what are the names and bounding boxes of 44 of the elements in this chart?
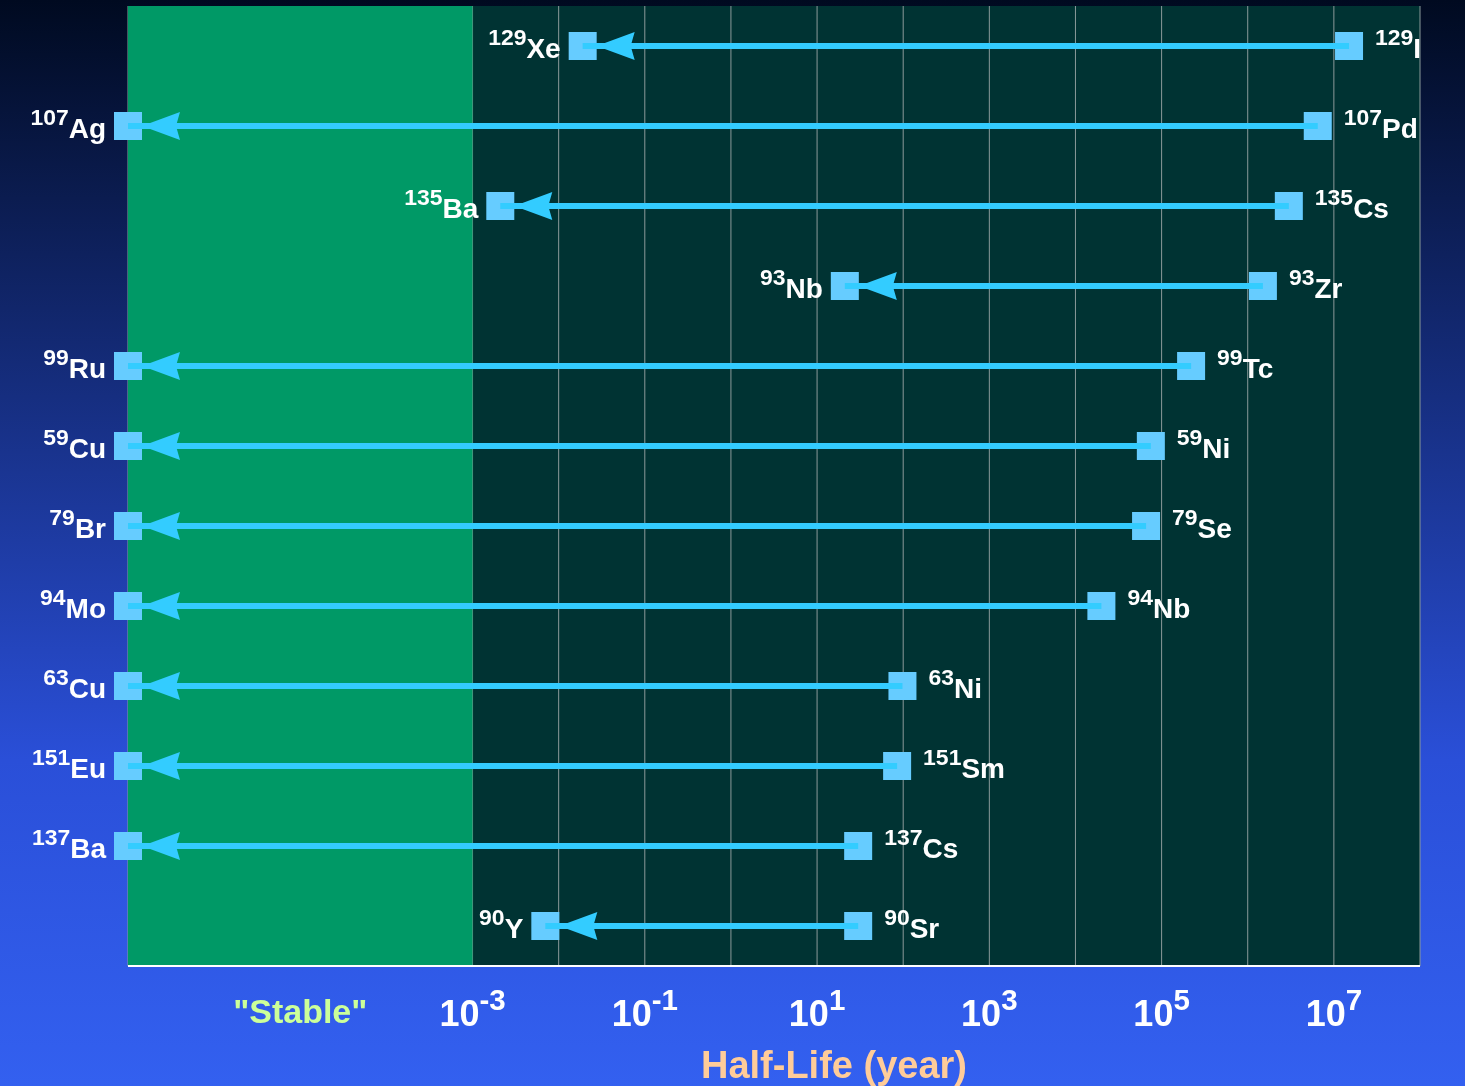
y-tick-label: $^{107}$Pd (1343, 104, 1418, 144)
y-tick-label: $^{151}$Sm (923, 744, 1005, 784)
annotation: $^{90}$Y (479, 904, 524, 944)
y-tick-label: $^{79}$Se (1172, 504, 1232, 544)
x-tick-label: 10$^{-1}$ (611, 982, 678, 1034)
bar (582, 43, 1350, 49)
annotation: $^{93}$Nb (759, 264, 823, 304)
bar (128, 443, 1151, 449)
annotation: $^{129}$Xe (488, 24, 561, 64)
x-axis-title: Half-Life (year) (700, 1044, 968, 1086)
y-tick-label: $^{59}$Ni (1176, 424, 1231, 464)
annotation: $^{135}$Ba (404, 184, 479, 224)
bar (128, 603, 1102, 609)
y-tick-label: $^{93}$Zr (1288, 264, 1343, 304)
bar (128, 843, 859, 849)
bar (545, 923, 859, 929)
y-tick-label: $^{99}$Tc (1217, 344, 1274, 384)
annotation: $^{79}$Br (49, 504, 107, 544)
x-tick-label: 10$^{3}$ (961, 982, 1018, 1034)
annotation: $^{151}$Eu (31, 744, 106, 784)
annotation: $^{63}$Cu (43, 664, 106, 704)
y-tick-label: $^{129}$I (1375, 24, 1422, 64)
bar (128, 523, 1147, 529)
bar (128, 123, 1318, 129)
annotation: $^{59}$Cu (43, 424, 106, 464)
y-tick-label: $^{94}$Nb (1127, 584, 1191, 624)
bar (128, 363, 1192, 369)
bar (128, 683, 903, 689)
annotation: $^{107}$Ag (30, 104, 106, 144)
x-tick-label: 10$^{-3}$ (439, 982, 506, 1034)
annotation: $^{137}$Ba (31, 824, 107, 864)
band-label: "Stable" (233, 992, 368, 1030)
y-tick-label: $^{90}$Sr (884, 904, 940, 944)
y-tick-label: $^{135}$Cs (1314, 184, 1389, 224)
bar (500, 203, 1289, 209)
x-tick-label: 10$^{1}$ (788, 982, 846, 1034)
bar (844, 283, 1263, 289)
annotation: $^{99}$Ru (43, 344, 106, 384)
x-tick-label: 10$^{5}$ (1133, 982, 1190, 1034)
y-tick-label: $^{63}$Ni (928, 664, 982, 704)
y-tick-label: $^{137}$Cs (884, 824, 959, 864)
x-tick-label: 10$^{7}$ (1305, 982, 1363, 1034)
bar (128, 763, 898, 769)
annotation: $^{94}$Mo (40, 584, 106, 624)
